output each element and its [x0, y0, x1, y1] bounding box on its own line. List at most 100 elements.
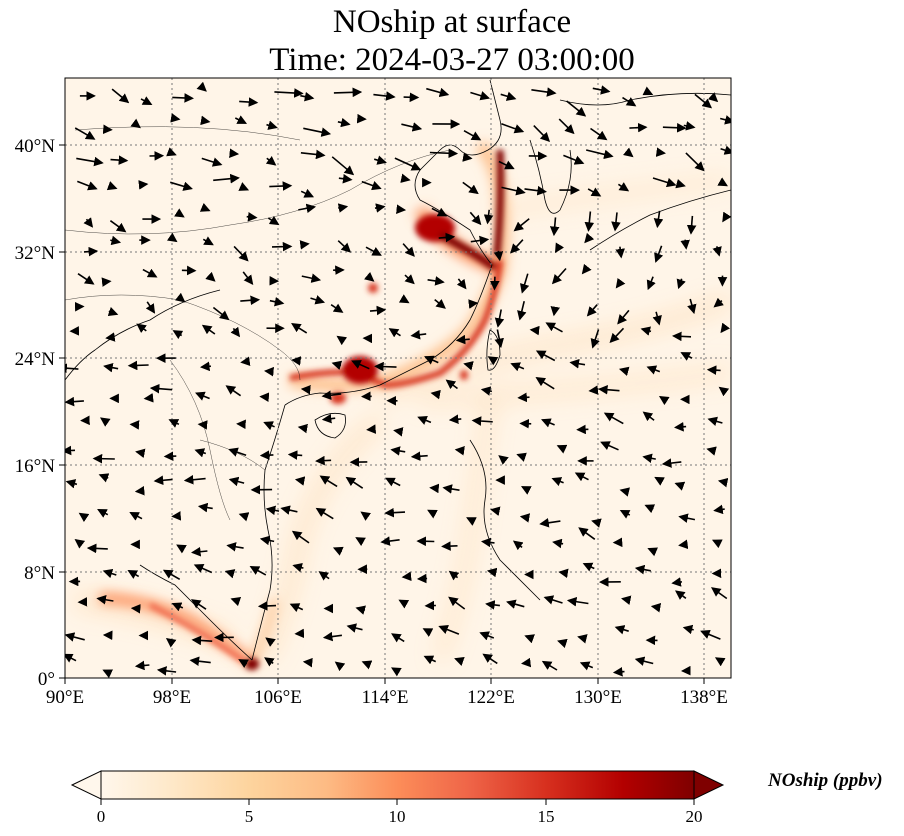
wind-arrow — [135, 448, 146, 458]
wind-arrow — [225, 385, 242, 397]
wind-arrow — [102, 568, 117, 579]
wind-arrow — [517, 392, 530, 403]
wind-arrow — [194, 448, 207, 458]
wind-arrow — [577, 634, 588, 644]
wind-arrow — [711, 539, 723, 549]
wind-arrow — [361, 180, 382, 191]
wind-arrow — [264, 366, 274, 377]
wind-arrow — [76, 156, 104, 167]
y-tick-label: 32°N — [15, 243, 56, 264]
wind-arrow — [355, 605, 366, 615]
wind-arrow — [374, 203, 386, 213]
wind-arrow — [385, 477, 401, 487]
wind-arrow — [479, 631, 495, 641]
wind-arrow — [429, 148, 459, 159]
wind-arrow — [333, 87, 363, 98]
wind-arrow — [315, 507, 334, 520]
wind-arrow — [134, 660, 150, 671]
wind-arrow — [294, 476, 306, 486]
wind-arrow — [259, 392, 270, 402]
wind-arrow — [74, 538, 86, 549]
wind-arrow — [149, 383, 173, 394]
wind-arrow — [191, 635, 213, 646]
wind-arrow — [644, 504, 656, 514]
wind-arrow — [291, 323, 308, 334]
wind-arrow — [462, 181, 479, 195]
wind-arrow — [238, 182, 250, 191]
wind-arrow — [168, 419, 180, 428]
wind-arrow — [581, 263, 592, 275]
wind-arrow — [246, 212, 258, 222]
wind-arrow — [127, 360, 149, 371]
wind-arrow — [590, 127, 608, 141]
wind-arrow — [300, 91, 315, 102]
wind-arrow — [83, 246, 99, 257]
wind-arrow — [212, 306, 230, 321]
wind-arrow — [361, 660, 373, 670]
wind-arrow — [706, 446, 717, 456]
wind-arrow — [393, 427, 404, 437]
wind-arrow — [330, 303, 344, 313]
wind-arrow — [136, 323, 147, 334]
wind-arrow — [445, 379, 458, 390]
wind-arrow — [189, 656, 211, 666]
wind-arrow — [373, 91, 396, 101]
wind-arrow — [622, 96, 637, 107]
wind-arrow — [337, 240, 352, 253]
wind-arrow — [566, 100, 587, 117]
wind-arrow — [510, 239, 524, 254]
wind-arrow — [550, 306, 561, 317]
wind-arrow — [694, 93, 713, 109]
colorbar-min-extend — [70, 770, 102, 800]
wind-arrow — [213, 173, 240, 184]
wind-arrow — [512, 540, 524, 551]
colorbar-tick-label: 15 — [538, 807, 555, 826]
wind-arrow — [654, 245, 664, 263]
wind-arrow — [351, 360, 370, 370]
wind-arrow — [374, 361, 397, 372]
wind-arrow — [470, 235, 490, 246]
wind-arrow — [224, 569, 236, 579]
wind-arrow — [652, 177, 677, 188]
wind-arrow — [535, 350, 556, 362]
wind-arrow — [65, 396, 84, 407]
wind-arrow — [640, 326, 652, 336]
wind-arrow — [579, 661, 594, 671]
wind-arrow — [516, 452, 527, 462]
wind-arrow — [498, 160, 515, 170]
wind-arrow — [259, 535, 275, 546]
wind-arrow — [106, 181, 118, 191]
wind-arrow — [77, 273, 95, 285]
wind-arrow — [519, 513, 531, 523]
wind-arrow — [315, 455, 332, 466]
wind-arrow — [404, 274, 415, 285]
y-tick-label: 16°N — [15, 456, 56, 477]
wind-arrow — [265, 155, 277, 166]
wind-arrow — [441, 541, 458, 551]
wind-arrow — [471, 416, 493, 426]
wind-arrow — [713, 504, 725, 515]
wind-arrow — [331, 360, 343, 370]
wind-arrow — [487, 356, 499, 366]
wind-arrow — [373, 155, 387, 165]
wind-arrow — [456, 278, 467, 290]
wind-arrow — [485, 600, 501, 610]
wind-arrow — [634, 564, 651, 575]
wind-arrow — [614, 625, 629, 635]
wind-arrow — [591, 518, 602, 528]
wind-arrow — [345, 476, 364, 489]
wind-arrow — [191, 546, 208, 557]
wind-arrow — [162, 569, 181, 580]
wind-arrow — [552, 538, 564, 549]
wind-arrow — [494, 329, 504, 349]
wind-arrow — [533, 125, 551, 143]
wind-arrow — [642, 411, 655, 422]
wind-arrow — [650, 603, 662, 613]
wind-arrow — [481, 537, 495, 548]
wind-arrow — [380, 536, 400, 546]
wind-arrow — [297, 423, 308, 434]
wind-arrow — [234, 115, 248, 124]
wind-arrow — [612, 667, 625, 677]
wind-arrow — [680, 352, 693, 361]
